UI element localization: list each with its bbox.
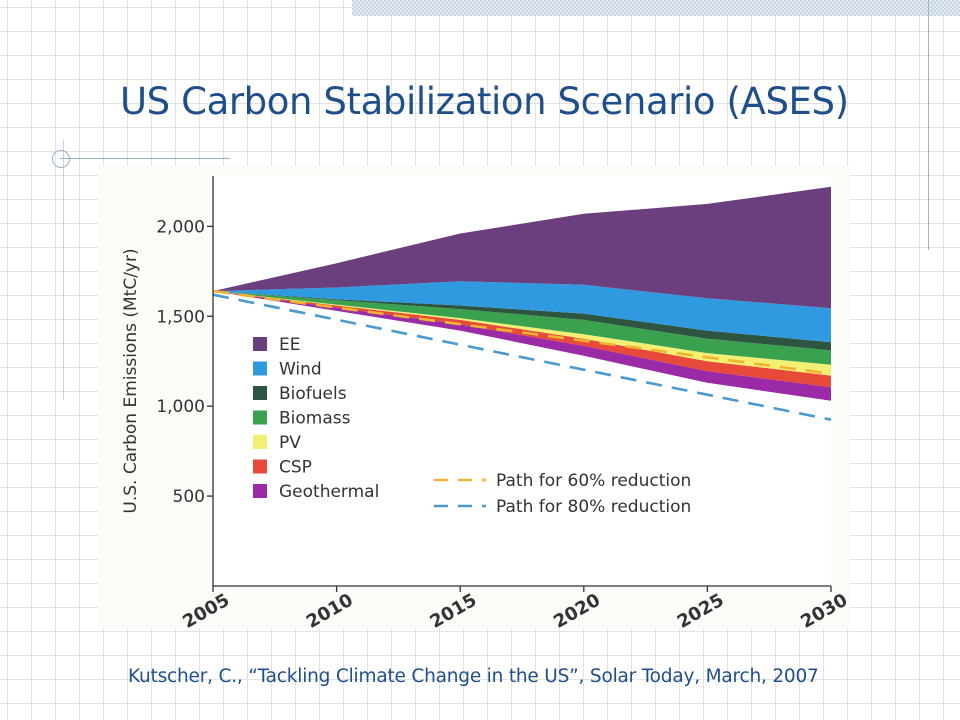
- x-tick-label: 2020: [550, 590, 604, 628]
- area-biofuels: [213, 291, 831, 351]
- path-80-reduction-line: [212, 293, 832, 421]
- x-tick-label: 2010: [303, 590, 357, 628]
- area-wind: [213, 281, 831, 343]
- decorative-horizontal-line: [60, 158, 230, 159]
- x-tick-label: 2005: [179, 590, 233, 628]
- area-csp: [213, 291, 831, 388]
- x-tick-label: 2030: [797, 590, 850, 628]
- decorative-vertical-line: [928, 0, 929, 250]
- decorative-left-line: [63, 140, 64, 400]
- emissions-chart: 500 1,000 1,500 2,000 2005 2010 2015 2020 2025 20…: [98, 166, 850, 628]
- x-tick-label: 2025: [674, 590, 728, 628]
- legend-swatch-biomass: [253, 410, 267, 425]
- stack-legend: EE Wind Biofuels Biomass PV CSP Geothermal: [253, 335, 379, 502]
- legend-label-pv: PV: [279, 433, 301, 453]
- stacked-areas: [213, 176, 831, 586]
- legend-label-ee: EE: [279, 335, 300, 355]
- y-tick-label: 1,500: [156, 307, 205, 327]
- legend-label-path-80: Path for 80% reduction: [496, 497, 691, 517]
- area-ee: [213, 186, 831, 309]
- source-citation: Kutscher, C., “Tackling Climate Change i…: [128, 666, 819, 687]
- legend-label-path-60: Path for 60% reduction: [496, 471, 691, 491]
- y-tick-label: 1,000: [156, 397, 205, 417]
- legend-label-geothermal: Geothermal: [279, 482, 379, 502]
- path-legend: Path for 60% reduction Path for 80% reduc…: [434, 471, 691, 517]
- legend-swatch-pv: [253, 435, 267, 449]
- y-tick-label: 500: [173, 487, 205, 507]
- legend-label-csp: CSP: [279, 458, 312, 478]
- area-geothermal: [213, 291, 831, 401]
- x-tick-label: 2015: [427, 590, 481, 628]
- legend-label-biofuels: Biofuels: [279, 384, 347, 404]
- y-tick-label: 2,000: [156, 217, 205, 237]
- chart-svg: 500 1,000 1,500 2,000 2005 2010 2015 2020 2025 20…: [121, 176, 850, 628]
- y-axis-title: U.S. Carbon Emissions (MtC/yr): [121, 248, 141, 513]
- legend-label-wind: Wind: [279, 360, 322, 380]
- legend-swatch-geothermal: [253, 484, 267, 498]
- area-pv: [213, 291, 831, 376]
- legend-swatch-csp: [253, 459, 267, 474]
- reduction-path-lines: [212, 289, 832, 421]
- legend-swatch-ee: [253, 337, 267, 351]
- legend-swatch-biofuels: [253, 386, 267, 400]
- area-biomass: [213, 291, 831, 365]
- legend-swatch-wind: [253, 361, 267, 376]
- top-decorative-bar: [352, 0, 960, 16]
- decorative-circle: [52, 150, 70, 168]
- legend-label-biomass: Biomass: [279, 409, 351, 429]
- slide-title: US Carbon Stabilization Scenario (ASES): [120, 80, 849, 123]
